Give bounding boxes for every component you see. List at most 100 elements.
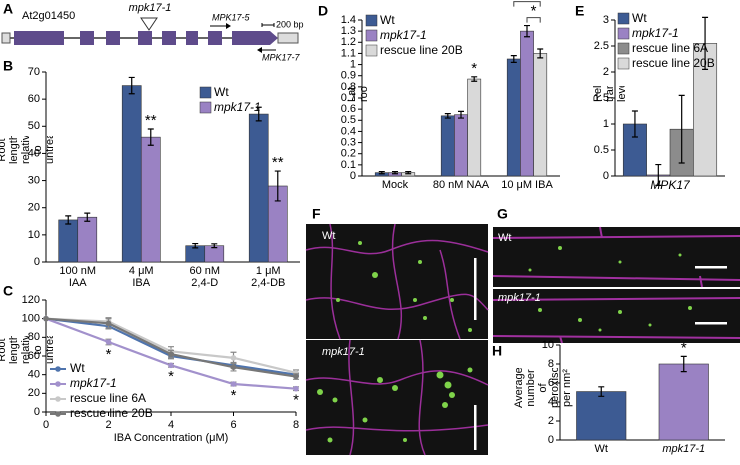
- bar: [576, 391, 627, 441]
- bar: [454, 114, 468, 177]
- bar: [121, 85, 142, 263]
- legend-label: Wt: [380, 14, 395, 27]
- legend-swatch: [55, 411, 61, 417]
- legend-swatch: [365, 44, 378, 57]
- error-bar: [680, 355, 687, 373]
- y-tick-label: 0: [548, 434, 554, 446]
- legend-swatch: [55, 381, 61, 387]
- bar: [248, 113, 269, 263]
- y-tick-label: 0.5: [594, 144, 609, 156]
- scale-label: 200 bp: [276, 19, 304, 29]
- y-tick-label: 3: [603, 14, 609, 26]
- y-tick-label: 0.9: [341, 70, 356, 82]
- error-bar: [211, 243, 218, 249]
- error-bar: [128, 76, 135, 95]
- legend-label: mpk17-1: [214, 101, 261, 114]
- bar: [658, 363, 709, 441]
- y-tick-label: 40: [28, 147, 40, 159]
- y-tick-label: 50: [28, 120, 40, 132]
- legend-swatch: [365, 29, 378, 42]
- y-tick-label: 1.5: [594, 92, 609, 104]
- x-tick-label: Mock: [381, 179, 409, 191]
- y-tick-label: 10: [28, 229, 40, 241]
- y-tick-label: 60: [28, 350, 40, 362]
- y-tick-label: 0: [603, 170, 609, 182]
- y-tick-label: 10: [542, 339, 554, 351]
- y-tick-label: 0.3: [341, 136, 356, 148]
- legend-label: Wt: [70, 362, 85, 375]
- x-tick-label: 2: [105, 419, 111, 431]
- bar: [533, 53, 548, 177]
- y-tick-label: 0.6: [341, 103, 356, 115]
- x-tick-label: 60 nM 2,4-D: [189, 265, 221, 289]
- error-bar: [84, 212, 91, 222]
- significance: *: [471, 60, 477, 77]
- error-bar: [458, 110, 464, 119]
- y-tick-label: 2: [548, 415, 554, 427]
- legend-swatch: [199, 101, 212, 114]
- y-tick-label: 70: [28, 66, 40, 78]
- y-axis-label: Relative transcript level: [592, 86, 628, 102]
- image-label: mpk17-1: [498, 292, 541, 304]
- y-tick-label: 2: [603, 66, 609, 78]
- y-tick-label: 40: [28, 369, 40, 381]
- x-tick-label: Wt: [594, 443, 608, 455]
- bar: [77, 216, 98, 263]
- point: [293, 373, 299, 380]
- y-tick-label: 0: [34, 256, 40, 268]
- legend-label: rescue line 20B: [632, 57, 715, 70]
- legend-label: mpk17-1: [632, 27, 679, 40]
- error-bar: [378, 170, 385, 175]
- error-bar: [471, 76, 478, 82]
- y-tick-label: 1.4: [341, 14, 356, 26]
- comparison-bracket: [513, 1, 541, 7]
- image-label: Wt: [498, 232, 511, 244]
- panel-label: G: [497, 206, 508, 222]
- bar: [140, 136, 161, 263]
- legend-label: mpk17-1: [380, 29, 427, 42]
- y-tick-label: 1.1: [341, 47, 356, 59]
- error-bar: [678, 94, 685, 164]
- y-tick-label: 120: [22, 294, 40, 306]
- error-bar: [147, 128, 154, 146]
- point: [168, 351, 174, 357]
- panel-label: E: [575, 3, 584, 19]
- micrograph: [305, 223, 489, 456]
- point: [105, 320, 112, 327]
- point: [105, 339, 112, 345]
- x-tick-label: 1 μM 2,4-DB: [251, 265, 286, 289]
- comparison-bracket: [526, 17, 541, 23]
- y-axis-label: % Root length relative to untreated: [0, 136, 56, 164]
- significance: *: [106, 346, 112, 363]
- error-bar: [702, 16, 709, 70]
- legend-swatch: [365, 14, 378, 27]
- y-tick-label: 1: [603, 118, 609, 130]
- x-tick-label: MPK17: [650, 179, 690, 192]
- significance: **: [272, 154, 284, 171]
- panel-label: F: [312, 206, 321, 222]
- x-axis-label: IBA Concentration (μM): [114, 432, 229, 444]
- legend-swatch: [55, 366, 61, 372]
- legend-label: rescue line 6A: [70, 392, 147, 405]
- error-bar: [655, 163, 662, 186]
- y-tick-label: 0: [34, 406, 40, 418]
- x-tick-label: 8: [293, 419, 299, 431]
- error-bar: [255, 106, 262, 122]
- x-tick-label: 0: [43, 419, 49, 431]
- y-axis-label: % Root length relative to untreated: [0, 336, 56, 364]
- legend-label: rescue line 20B: [380, 44, 463, 57]
- error-bar: [192, 242, 199, 249]
- bar: [506, 58, 521, 177]
- primer-label: MPK17-5: [212, 12, 251, 22]
- legend-swatch: [617, 42, 630, 55]
- legend-label: rescue line 6A: [632, 42, 709, 55]
- legend-label: mpk17-1: [70, 377, 117, 390]
- error-bar: [510, 55, 517, 63]
- allele-label: mpk17-1: [129, 2, 172, 14]
- error-bar: [524, 24, 530, 38]
- legend-label: Wt: [214, 86, 229, 99]
- point: [230, 355, 237, 361]
- point: [230, 381, 237, 387]
